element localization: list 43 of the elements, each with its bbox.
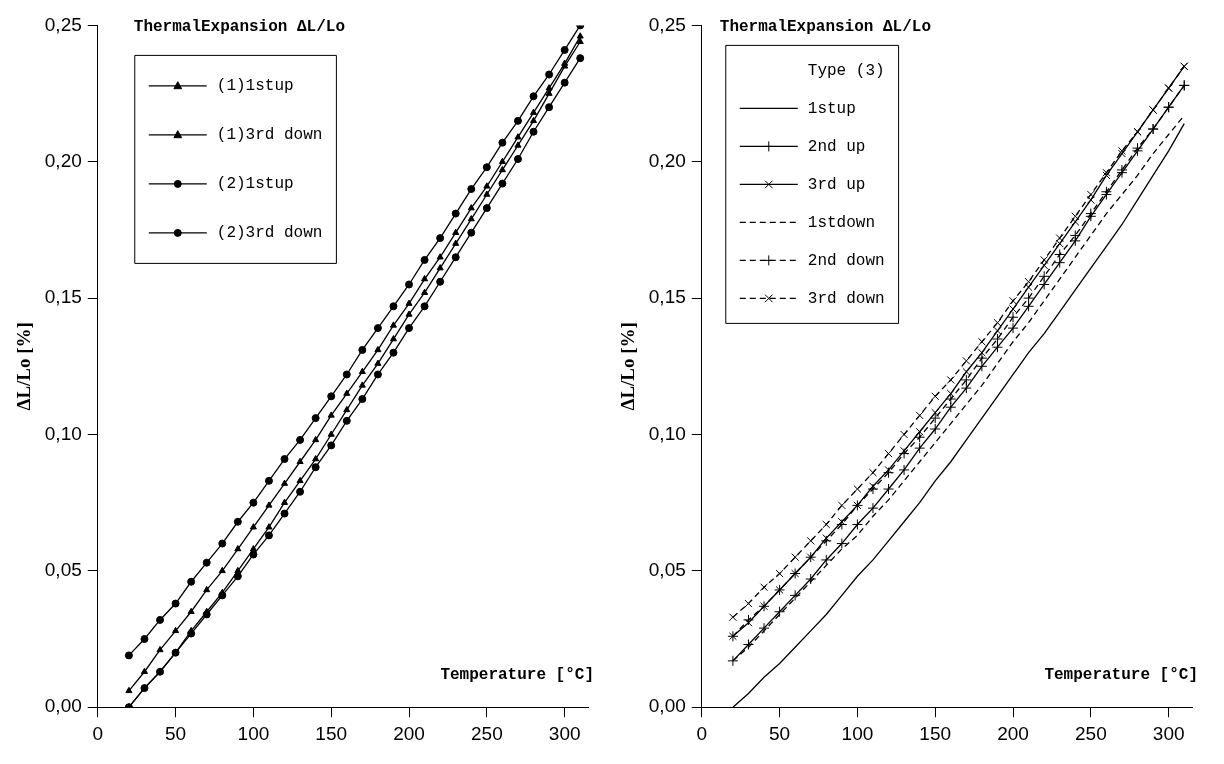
- y-tick-label: 0,20: [44, 149, 82, 171]
- legend-label: (2)3rd down: [216, 224, 323, 243]
- x-tick-label: 300: [1152, 722, 1185, 744]
- y-tick-label: 0,00: [44, 695, 82, 717]
- legend-title: Type (3): [807, 61, 885, 80]
- y-axis-title: ΔL/Lo [%]: [617, 322, 639, 411]
- chart-title: ThermalExpansion ΔL/Lo: [719, 18, 932, 37]
- x-tick-label: 250: [1074, 722, 1107, 744]
- legend-label: 3rd up: [807, 175, 866, 194]
- y-tick-label: 0,05: [44, 559, 82, 581]
- x-tick-label: 300: [548, 722, 581, 744]
- x-axis-title: Temperature [°C]: [440, 666, 594, 685]
- legend-label: 3rd down: [807, 289, 885, 308]
- y-tick-label: 0,10: [648, 422, 686, 444]
- y-tick-label: 0,00: [648, 695, 686, 717]
- legend-label: (1)1stup: [216, 77, 294, 96]
- y-tick-label: 0,10: [44, 422, 82, 444]
- x-tick-label: 100: [841, 722, 874, 744]
- legend-label: (2)1stup: [216, 175, 294, 194]
- x-tick-label: 0: [696, 722, 708, 744]
- x-axis-title: Temperature [°C]: [1044, 666, 1198, 685]
- y-tick-label: 0,05: [648, 559, 686, 581]
- x-tick-label: 50: [165, 722, 187, 744]
- x-tick-label: 0: [92, 722, 104, 744]
- legend-label: (1)3rd down: [216, 126, 323, 145]
- y-tick-label: 0,20: [648, 149, 686, 171]
- x-tick-label: 200: [393, 722, 425, 744]
- y-axis-title: ΔL/Lo [%]: [13, 322, 35, 411]
- y-tick-label: 0,25: [648, 13, 686, 35]
- y-tick-label: 0,15: [44, 286, 82, 308]
- chart-title: ThermalExpansion ΔL/Lo: [133, 18, 346, 37]
- x-tick-label: 150: [919, 722, 952, 744]
- legend-label: 2nd up: [807, 137, 866, 156]
- x-tick-label: 100: [237, 722, 270, 744]
- legend-label: 2nd down: [807, 251, 885, 270]
- y-tick-label: 0,15: [648, 286, 686, 308]
- x-tick-label: 150: [315, 722, 348, 744]
- x-tick-label: 200: [997, 722, 1029, 744]
- x-tick-label: 250: [470, 722, 503, 744]
- legend-label: 1stdown: [807, 213, 875, 232]
- y-tick-label: 0,25: [44, 13, 82, 35]
- x-tick-label: 50: [769, 722, 791, 744]
- legend-label: 1stup: [807, 99, 856, 118]
